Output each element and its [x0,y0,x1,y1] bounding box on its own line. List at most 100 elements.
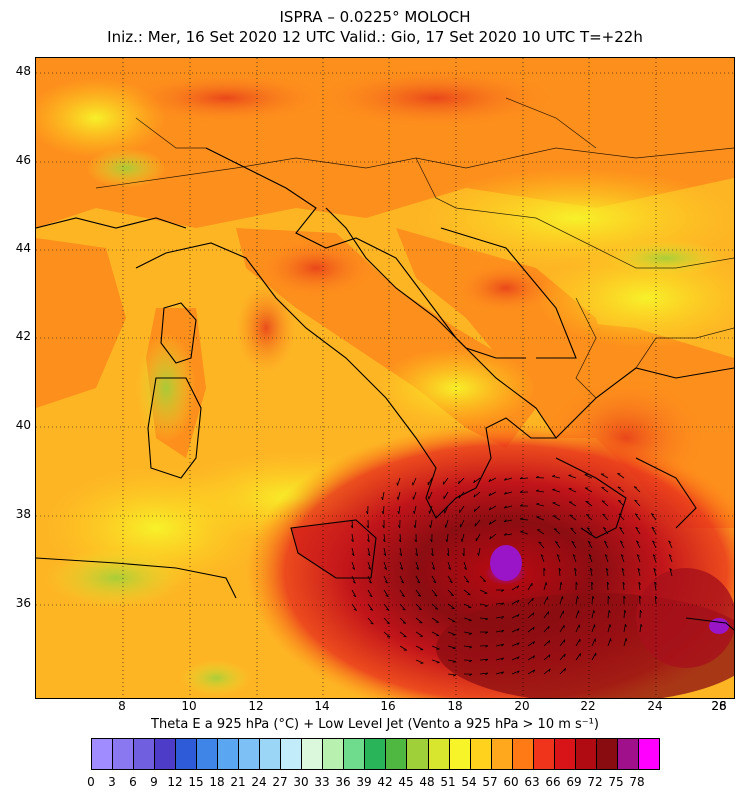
wind-arrow [504,477,513,481]
wind-arrow-head [485,631,489,634]
wind-arrow [575,624,580,633]
wind-arrow [367,533,370,542]
wind-arrow [570,527,577,535]
wind-arrow [495,629,504,633]
colorbar-swatch [617,739,639,769]
wind-arrow [415,547,418,556]
lat-tick-label: 46 [15,153,31,167]
wind-arrow [519,477,529,480]
wind-arrow [431,631,440,636]
wind-arrow [428,491,433,500]
wind-arrow [633,486,641,493]
colorbar-swatch [134,739,156,769]
wind-arrow-head [540,554,544,557]
wind-arrow [617,473,625,479]
wind-arrow [511,656,520,661]
wind-arrow-head [429,524,431,529]
wind-arrow [654,582,657,591]
colorbar-tick-label: 69 [566,775,582,789]
wind-arrow [431,603,439,610]
wind-arrow-head [636,554,640,557]
wind-arrow [511,670,520,675]
wind-arrow-head [622,581,626,585]
wind-arrow [383,617,390,625]
wind-arrow [445,519,449,528]
wind-arrow [446,533,449,542]
wind-arrow [552,502,561,507]
colorbar-tick-label: 30 [293,775,309,789]
wind-arrow-head [419,622,423,624]
wind-arrow-head [619,527,623,530]
borders [95,97,734,399]
wind-arrow-head [651,526,655,530]
wind-arrow [591,638,596,647]
wind-arrow-head [381,496,383,501]
wind-arrow-head [383,553,387,557]
wind-arrow [367,617,374,625]
wind-arrow-head [594,624,596,628]
wind-arrow [488,477,497,482]
wind-arrow-head [601,500,605,502]
wind-arrow [431,561,436,570]
wind-arrow [443,477,449,485]
wind-arrow [558,568,561,577]
wind-arrow [460,519,465,528]
wind-arrow-head [398,525,401,529]
weather-map [36,58,734,698]
colorbar-tick-label: 27 [272,775,288,789]
wind-arrow-head [545,582,548,586]
wind-arrow [399,645,408,651]
wind-arrow-head [488,521,492,525]
wind-arrow-head [417,581,421,584]
wind-arrow-head [640,623,643,628]
wind-arrow [399,561,404,570]
wind-arrow [636,540,641,549]
wind-arrow-head [593,610,595,614]
wind-arrow [591,624,595,633]
wind-arrow-head [469,660,473,663]
wind-arrow [478,547,481,556]
wind-arrow-head [464,567,467,570]
wind-arrow [591,652,597,661]
colorbar-swatch [449,739,471,769]
wind-arrow-head [369,594,373,598]
colorbar-swatch [575,739,597,769]
wind-arrow [651,526,657,535]
cyclone-eye [490,545,522,581]
colorbar-swatch [470,739,492,769]
wind-arrow-head [561,596,564,600]
wind-arrow-head [578,610,580,614]
colorbar-tick-label: 48 [419,775,435,789]
wind-arrow [415,575,421,584]
wind-arrow-head [484,605,488,607]
wind-arrow-head [602,513,606,516]
wind-arrow-head [368,581,372,584]
wind-arrow-head [590,567,593,571]
wind-arrow [568,474,577,479]
wind-arrow [367,589,373,598]
colorbar-tick-label: 39 [356,775,372,789]
wind-arrow [351,575,356,584]
wind-arrow-head [473,479,476,483]
colorbar-tick-label: 24 [251,775,267,789]
wind-arrow [619,540,625,549]
colorbar-swatch [386,739,408,769]
lon-tick-label: 22 [580,699,596,713]
wind-arrow-head [351,553,355,557]
wind-arrow-head [532,626,535,631]
wind-arrow [398,505,401,514]
wind-arrow-head [352,567,355,570]
wind-arrow-head [368,567,371,570]
wind-arrow [397,477,401,486]
wind-arrow [572,554,577,563]
wind-arrow [351,561,356,570]
wind-arrow [552,475,561,479]
wind-arrow-head [370,622,374,625]
wind-arrow-head [428,510,430,514]
wind-arrow [543,654,551,661]
wind-arrow [568,488,577,493]
lat-tick-label: 36 [15,596,31,610]
wind-arrow-head [634,513,639,516]
wind-arrow-head [446,553,450,557]
wind-arrow-head [586,527,590,530]
